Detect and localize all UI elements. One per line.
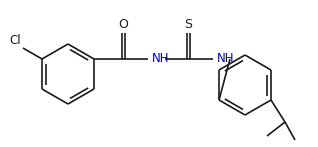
Text: NH: NH — [152, 51, 169, 65]
Text: S: S — [184, 18, 192, 31]
Text: Cl: Cl — [9, 34, 21, 47]
Text: NH: NH — [217, 51, 234, 65]
Text: O: O — [118, 18, 128, 31]
